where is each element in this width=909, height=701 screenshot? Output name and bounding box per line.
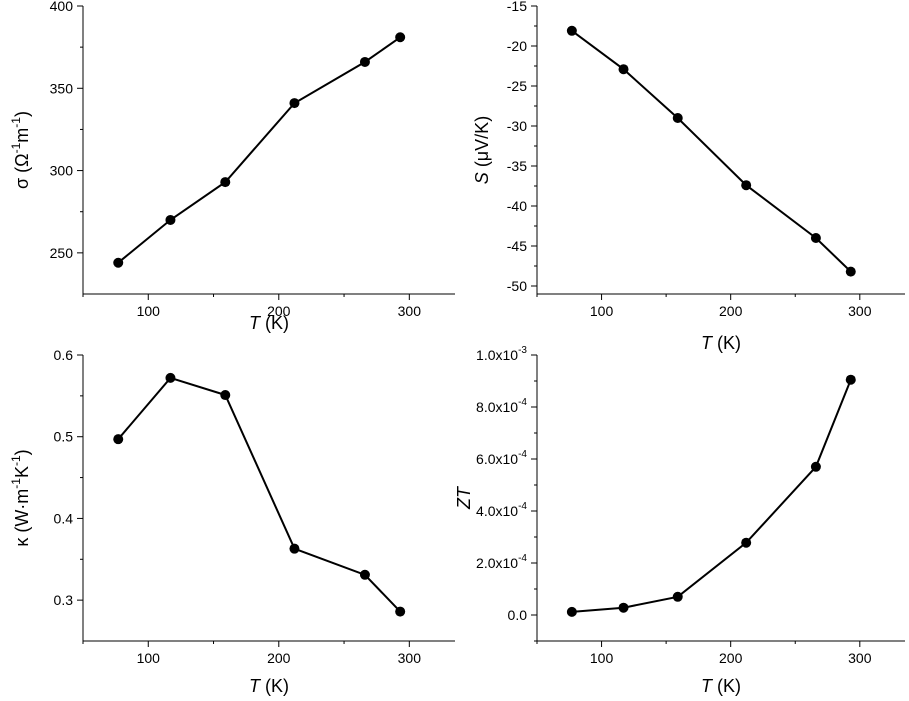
y-tick-label: 4.0x10-4 bbox=[476, 501, 527, 519]
y-tick-label: 0.4 bbox=[54, 510, 74, 526]
data-point bbox=[810, 461, 821, 472]
data-point bbox=[618, 64, 629, 75]
data-point bbox=[672, 591, 683, 602]
x-tick-label: 100 bbox=[590, 303, 614, 319]
y-axis-title: ZT bbox=[454, 485, 474, 510]
x-axis-title: T (K) bbox=[249, 313, 289, 333]
x-tick-label: 200 bbox=[267, 303, 291, 319]
x-tick-label: 300 bbox=[398, 303, 422, 319]
data-point bbox=[395, 606, 406, 617]
y-tick-label: 250 bbox=[50, 245, 74, 261]
panel-bottom-right: 100 200 300 0.0 2.0x10-4 4.0x10-4 6.0x10-4 8.0x… bbox=[454, 345, 905, 696]
data-point bbox=[220, 177, 231, 188]
panel-top-right: 100 200 300 -50 -45 -40 -35 -30 -25 -20 -15 T (K) S … bbox=[472, 0, 905, 353]
panel-bottom-left: 100 200 300 0.3 0.4 0.5 0.6 T (K) κ (W·m-1K-1) bbox=[9, 347, 455, 696]
data-point bbox=[672, 113, 683, 123]
y-tick-label: 2.0x10-4 bbox=[476, 553, 527, 571]
y-axis-title: S (μV/K) bbox=[472, 116, 492, 184]
series-line bbox=[117, 376, 401, 613]
x-tick-label: 200 bbox=[267, 650, 291, 666]
y-tick-label: -15 bbox=[507, 0, 527, 14]
y-tick-label: 0.3 bbox=[54, 592, 74, 608]
data-point bbox=[845, 374, 856, 385]
series-line bbox=[117, 36, 401, 264]
y-tick-label: -45 bbox=[507, 238, 527, 254]
x-tick-label: 100 bbox=[590, 650, 614, 666]
data-point bbox=[845, 266, 856, 277]
data-point bbox=[741, 537, 752, 548]
y-tick-label: -40 bbox=[507, 198, 527, 214]
y-tick-label: 0.5 bbox=[54, 429, 74, 445]
data-point bbox=[165, 214, 176, 225]
data-point bbox=[113, 434, 124, 445]
series-line bbox=[571, 29, 852, 273]
y-tick-label: 400 bbox=[50, 0, 74, 14]
x-axis-title: T (K) bbox=[701, 333, 741, 353]
data-point bbox=[566, 606, 577, 617]
y-tick-label: 6.0x10-4 bbox=[476, 449, 527, 467]
y-tick-label: -35 bbox=[507, 158, 527, 174]
y-tick-label: -50 bbox=[507, 278, 527, 294]
data-point bbox=[165, 372, 176, 383]
series-line bbox=[571, 379, 852, 613]
x-tick-label: 100 bbox=[137, 303, 161, 319]
x-tick-label: 100 bbox=[137, 650, 161, 666]
data-point bbox=[289, 543, 300, 554]
data-point bbox=[359, 56, 370, 67]
y-tick-label: -25 bbox=[507, 78, 527, 94]
x-tick-label: 300 bbox=[848, 650, 872, 666]
y-tick-label: 1.0x10-3 bbox=[476, 345, 527, 363]
data-point bbox=[741, 180, 752, 191]
y-tick-label: 8.0x10-4 bbox=[476, 397, 527, 415]
panel-top-left: 100 200 300 250 300 350 400 T (K) σ (Ω-1m-1) bbox=[9, 0, 455, 333]
data-point bbox=[113, 257, 124, 268]
y-tick-label: 300 bbox=[50, 163, 74, 179]
data-point bbox=[566, 25, 577, 36]
y-tick-label: -30 bbox=[507, 118, 527, 134]
x-axis-title: T (K) bbox=[249, 676, 289, 696]
x-tick-label: 300 bbox=[398, 650, 422, 666]
y-tick-label: 0.0 bbox=[508, 607, 528, 623]
x-tick-label: 200 bbox=[719, 303, 743, 319]
y-axis-title: κ (W·m-1K-1) bbox=[9, 449, 32, 546]
y-axis-title: σ (Ω-1m-1) bbox=[9, 111, 32, 189]
data-point bbox=[359, 569, 370, 580]
x-tick-label: 200 bbox=[719, 650, 743, 666]
x-axis-title: T (K) bbox=[701, 676, 741, 696]
data-point bbox=[289, 98, 300, 109]
data-point bbox=[220, 390, 231, 401]
data-point bbox=[618, 602, 629, 613]
data-point bbox=[810, 233, 821, 243]
y-tick-label: 0.6 bbox=[54, 347, 74, 363]
data-point bbox=[395, 32, 406, 43]
y-tick-label: 350 bbox=[50, 80, 74, 96]
x-tick-label: 300 bbox=[848, 303, 872, 319]
y-tick-label: -20 bbox=[507, 38, 527, 54]
